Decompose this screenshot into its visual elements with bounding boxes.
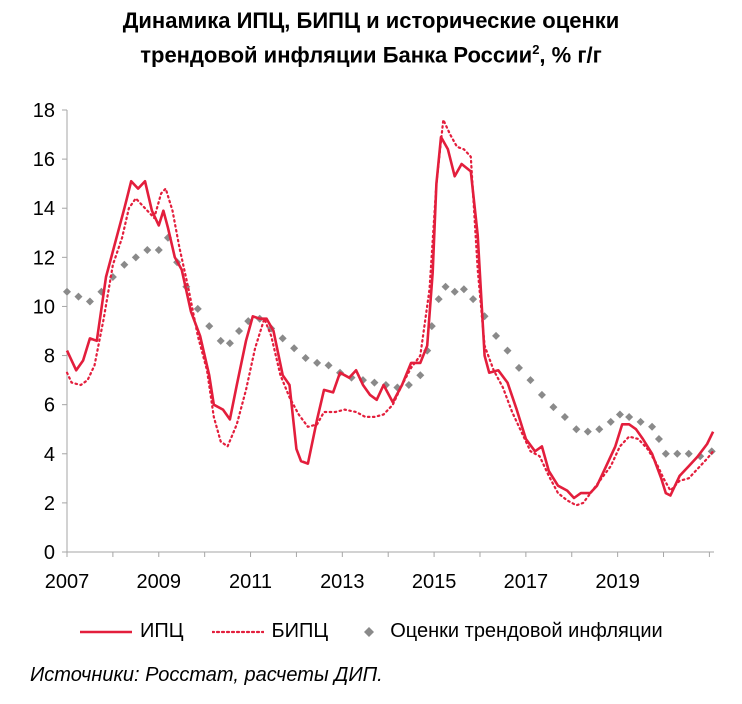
trend-estimate-point [370,378,379,387]
trend-estimate-point [193,304,202,313]
chart-title-unit: , % г/г [539,42,602,68]
trend-estimate-point [625,412,634,421]
y-tick-label: 12 [33,247,55,269]
trend-estimate-point [572,425,581,434]
trend-estimate-point [615,410,624,419]
legend-swatch-core-cpi [211,630,264,633]
y-tick-label: 16 [33,149,55,171]
trend-estimate-point [661,449,670,458]
trend-estimate-point [235,327,244,335]
trend-estimate-point [154,245,163,254]
x-tick-label: 2009 [137,571,182,593]
trend-estimate-point [63,287,71,296]
chart-title: Динамика ИПЦ, БИПЦ и исторические оценки… [0,6,742,69]
trend-estimate-point [120,260,129,269]
x-tick-label: 2007 [45,571,90,593]
trend-estimate-point [131,253,140,262]
trend-estimate-point [537,390,546,399]
y-tick-label: 2 [44,493,55,515]
trend-estimate-point [560,412,569,421]
trend-estimate-point [301,354,310,363]
legend-item-trend: Оценки трендовой инфляции [356,620,663,643]
trend-estimate-point [324,361,333,370]
trend-estimate-point [684,449,693,458]
trend-estimate-point [434,295,443,304]
trend-estimate-point [459,285,468,294]
trend-estimate-point [404,381,413,390]
trend-estimate-point [595,425,604,434]
trend-estimate-point [85,297,94,306]
trend-estimate-point [606,417,615,426]
trend-estimate-point [441,282,450,291]
trend-estimate-point [450,287,459,296]
trend-estimate-point [225,339,234,348]
cpi-line [65,135,715,500]
trend-estimate-point [673,449,682,458]
trend-estimate-point [313,358,322,367]
trend-estimate-point [526,376,535,385]
core-cpi-line [65,118,715,507]
x-tick-label: 2017 [504,571,549,593]
footnote-marker: 2 [532,42,540,57]
legend-item-core-cpi: БИПЦ [211,620,329,643]
y-tick-label: 4 [44,444,55,466]
legend-item-cpi: ИПЦ [80,620,184,643]
legend-label-cpi: ИПЦ [140,620,184,642]
y-tick-label: 14 [33,198,55,220]
trend-estimate-point [514,363,523,372]
trend-estimate-point [492,331,501,340]
trend-estimate-point [74,292,83,301]
trend-estimate-point [216,336,225,345]
y-tick-label: 6 [44,395,55,417]
x-tick-label: 2019 [595,571,640,593]
legend: ИПЦ БИПЦ Оценки трендовой инфляции [80,620,691,643]
trend-estimate-point [469,295,478,304]
trend-estimate-point [648,422,657,431]
y-tick-label: 0 [44,542,55,564]
trend-estimate-point [416,371,425,380]
trend-estimate-point [503,346,512,355]
trend-estimate-point [654,435,663,444]
chart-title-line2-text: трендовой инфляции Банка России [140,42,533,68]
x-tick-label: 2011 [229,571,272,593]
trend-estimate-point [205,322,214,331]
legend-swatch-trend [364,626,375,637]
trend-estimate-point [278,334,287,343]
legend-label-core-cpi: БИПЦ [271,620,329,642]
trend-estimate-point [636,417,645,426]
legend-swatch-cpi [80,630,132,633]
trend-estimate-point [290,344,299,353]
chart-title-line1: Динамика ИПЦ, БИПЦ и исторические оценки [122,8,620,33]
source-note: Источники: Росстат, расчеты ДИП. [30,664,383,686]
y-tick-label: 18 [33,100,55,122]
trend-estimate-point [583,427,592,436]
legend-label-trend: Оценки трендовой инфляции [390,620,663,642]
y-tick-label: 8 [44,346,55,368]
chart-title-line2: трендовой инфляции Банка России2, % г/г [0,35,742,69]
x-tick-label: 2015 [412,571,457,593]
trend-estimate-point [549,403,558,412]
trend-estimate-point [143,245,152,254]
y-tick-label: 10 [33,296,55,318]
x-tick-label: 2013 [320,571,365,593]
